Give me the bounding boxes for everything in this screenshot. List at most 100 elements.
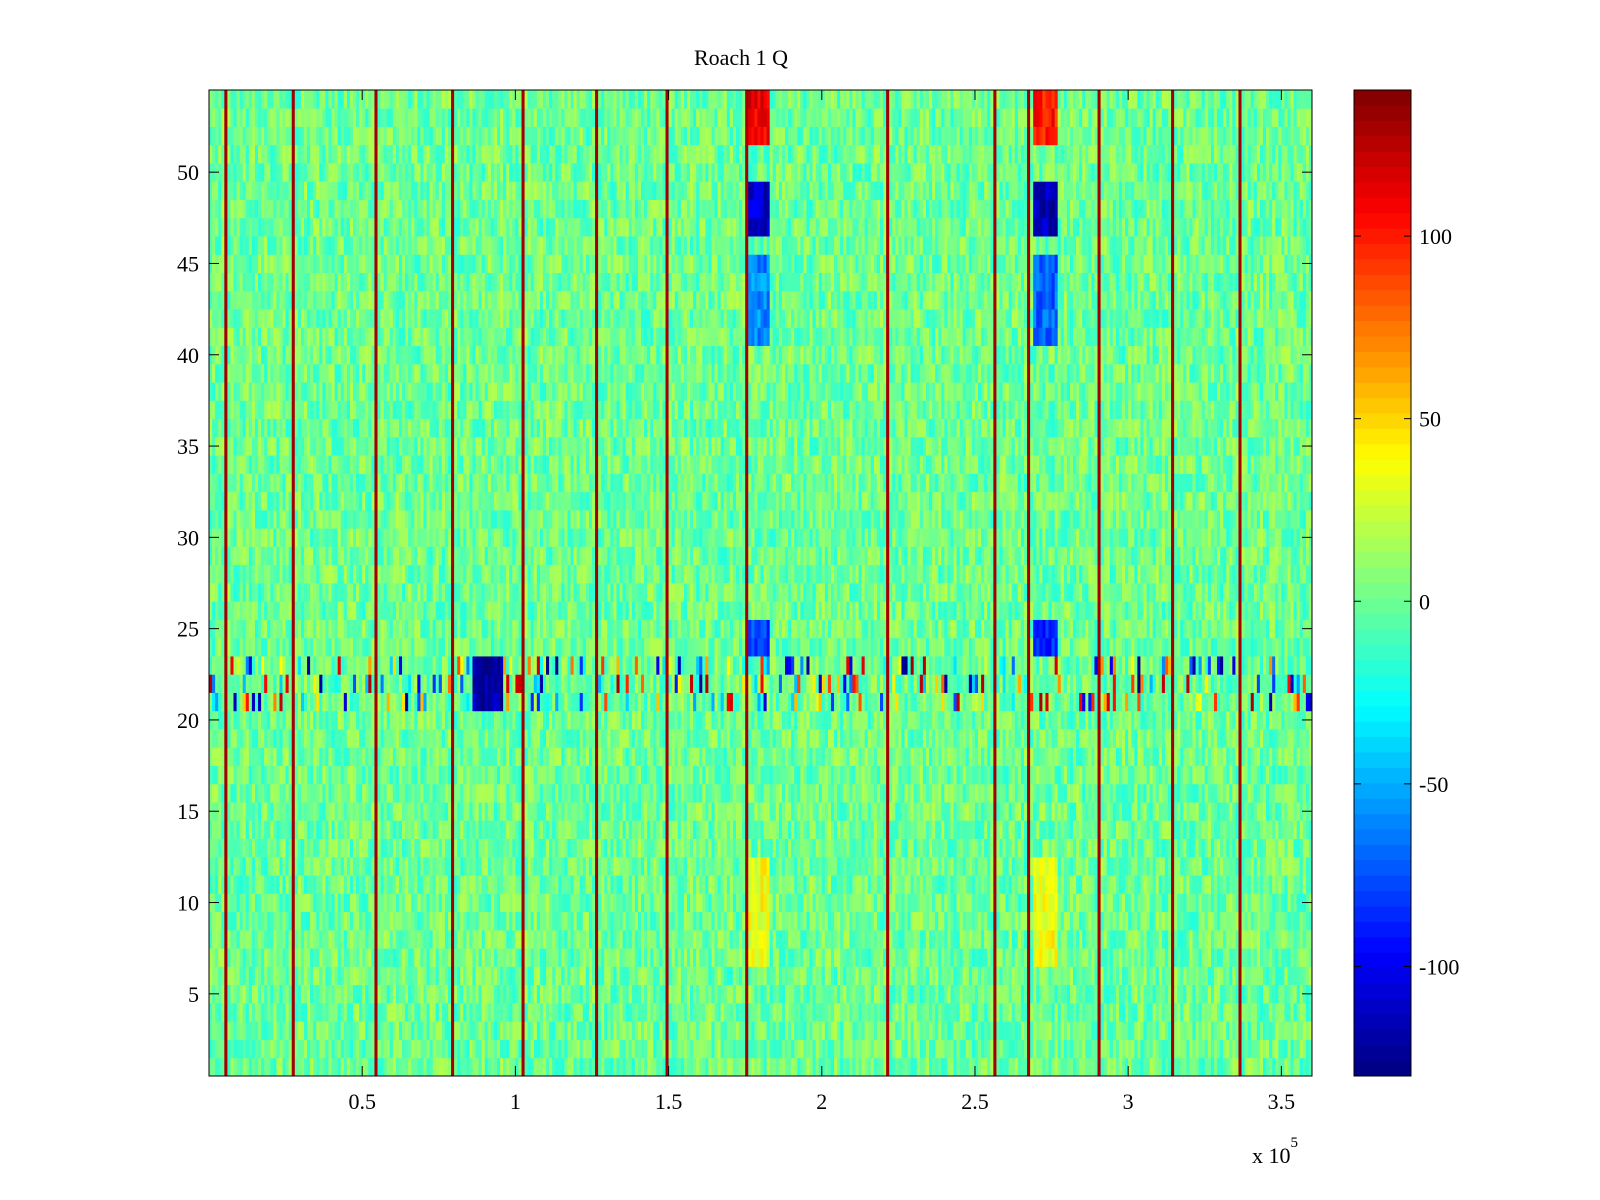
heatmap-cell (518, 930, 521, 949)
heatmap-cell (889, 1003, 892, 1022)
heatmap-cell (427, 857, 430, 876)
heatmap-cell (258, 912, 261, 931)
heatmap-cell (240, 985, 243, 1004)
heatmap-cell (806, 1039, 809, 1058)
heatmap-cell (613, 839, 616, 858)
heatmap-cell (224, 966, 227, 985)
heatmap-cell (313, 893, 316, 912)
heatmap-cell (482, 839, 485, 858)
heatmap-cell (889, 912, 892, 931)
heatmap-cell (1162, 912, 1165, 931)
heatmap-cell (917, 1039, 920, 1058)
heatmap-cell (1156, 1039, 1159, 1058)
heatmap-cell (1174, 857, 1177, 876)
heatmap-cell (485, 1058, 488, 1077)
heatmap-cell (1058, 839, 1061, 858)
heatmap-cell (708, 820, 711, 839)
heatmap-cell (515, 839, 518, 858)
heatmap-cell (767, 912, 770, 931)
heatmap-cell (797, 930, 800, 949)
heatmap-cell (1119, 985, 1122, 1004)
heatmap-cell (1211, 875, 1214, 894)
heatmap-cell (328, 1021, 331, 1040)
heatmap-cell (512, 912, 515, 931)
heatmap-cell (929, 893, 932, 912)
heatmap-cell (773, 1058, 776, 1077)
heatmap-cell (476, 985, 479, 1004)
heatmap-cell (865, 1021, 868, 1040)
heatmap-cell (396, 839, 399, 858)
heatmap-cell (1254, 1003, 1257, 1022)
heatmap-cell (341, 966, 344, 985)
heatmap-cell (586, 1058, 589, 1077)
heatmap-cell (1287, 966, 1290, 985)
heatmap-cell (846, 966, 849, 985)
heatmap-cell (592, 1003, 595, 1022)
heatmap-cell (292, 820, 295, 839)
heatmap-cell (479, 930, 482, 949)
heatmap-cell (347, 857, 350, 876)
heatmap-cell (1205, 893, 1208, 912)
heatmap-cell (791, 893, 794, 912)
heatmap-cell (690, 1039, 693, 1058)
heatmap-cell (1291, 1039, 1294, 1058)
heatmap-cell (1254, 930, 1257, 949)
heatmap-cell (1052, 1021, 1055, 1040)
heatmap-cell (1045, 1058, 1048, 1077)
heatmap-cell (1128, 1058, 1131, 1077)
heatmap-cell (264, 966, 267, 985)
heatmap-cell (442, 1039, 445, 1058)
heatmap-cell (733, 912, 736, 931)
heatmap-cell (1122, 912, 1125, 931)
heatmap-cell (1055, 857, 1058, 876)
heatmap-cell (862, 839, 865, 858)
heatmap-cell (825, 1058, 828, 1077)
heatmap-cell (950, 1003, 953, 1022)
heatmap-cell (472, 893, 475, 912)
heatmap-cell (1183, 948, 1186, 967)
heatmap-cell (978, 930, 981, 949)
heatmap-cell (1291, 875, 1294, 894)
heatmap-cell (1036, 1003, 1039, 1022)
heatmap-cell (436, 1058, 439, 1077)
heatmap-cell (1021, 930, 1024, 949)
heatmap-cell (662, 930, 665, 949)
heatmap-cell (292, 875, 295, 894)
heatmap-cell (990, 1003, 993, 1022)
heatmap-cell (831, 948, 834, 967)
heatmap-cell (702, 875, 705, 894)
heatmap-cell (1012, 893, 1015, 912)
heatmap-cell (626, 1021, 629, 1040)
heatmap-cell (564, 820, 567, 839)
heatmap-cell (445, 966, 448, 985)
heatmap-cell (960, 985, 963, 1004)
heatmap-cell (1287, 1039, 1290, 1058)
heatmap-cell (237, 948, 240, 967)
heatmap-cell (969, 948, 972, 967)
heatmap-cell (1153, 948, 1156, 967)
heatmap-cell (212, 857, 215, 876)
heatmap-cell (546, 820, 549, 839)
heatmap-cell (393, 875, 396, 894)
heatmap-cell (1085, 985, 1088, 1004)
heatmap-cell (279, 893, 282, 912)
heatmap-cell (813, 1003, 816, 1022)
heatmap-cell (656, 930, 659, 949)
heatmap-cell (319, 857, 322, 876)
heatmap-cell (237, 1003, 240, 1022)
heatmap-cell (644, 985, 647, 1004)
heatmap-cell (276, 930, 279, 949)
heatmap-cell (344, 930, 347, 949)
heatmap-cell (368, 893, 371, 912)
heatmap-cell (1177, 912, 1180, 931)
heatmap-cell (1104, 912, 1107, 931)
heatmap-cell (497, 893, 500, 912)
heatmap-cell (543, 875, 546, 894)
heatmap-cell (1030, 1003, 1033, 1022)
heatmap-cell (745, 875, 748, 894)
heatmap-cell (693, 1039, 696, 1058)
heatmap-cell (313, 839, 316, 858)
heatmap-cell (736, 857, 739, 876)
heatmap-cell (1107, 875, 1110, 894)
heatmap-cell (433, 985, 436, 1004)
